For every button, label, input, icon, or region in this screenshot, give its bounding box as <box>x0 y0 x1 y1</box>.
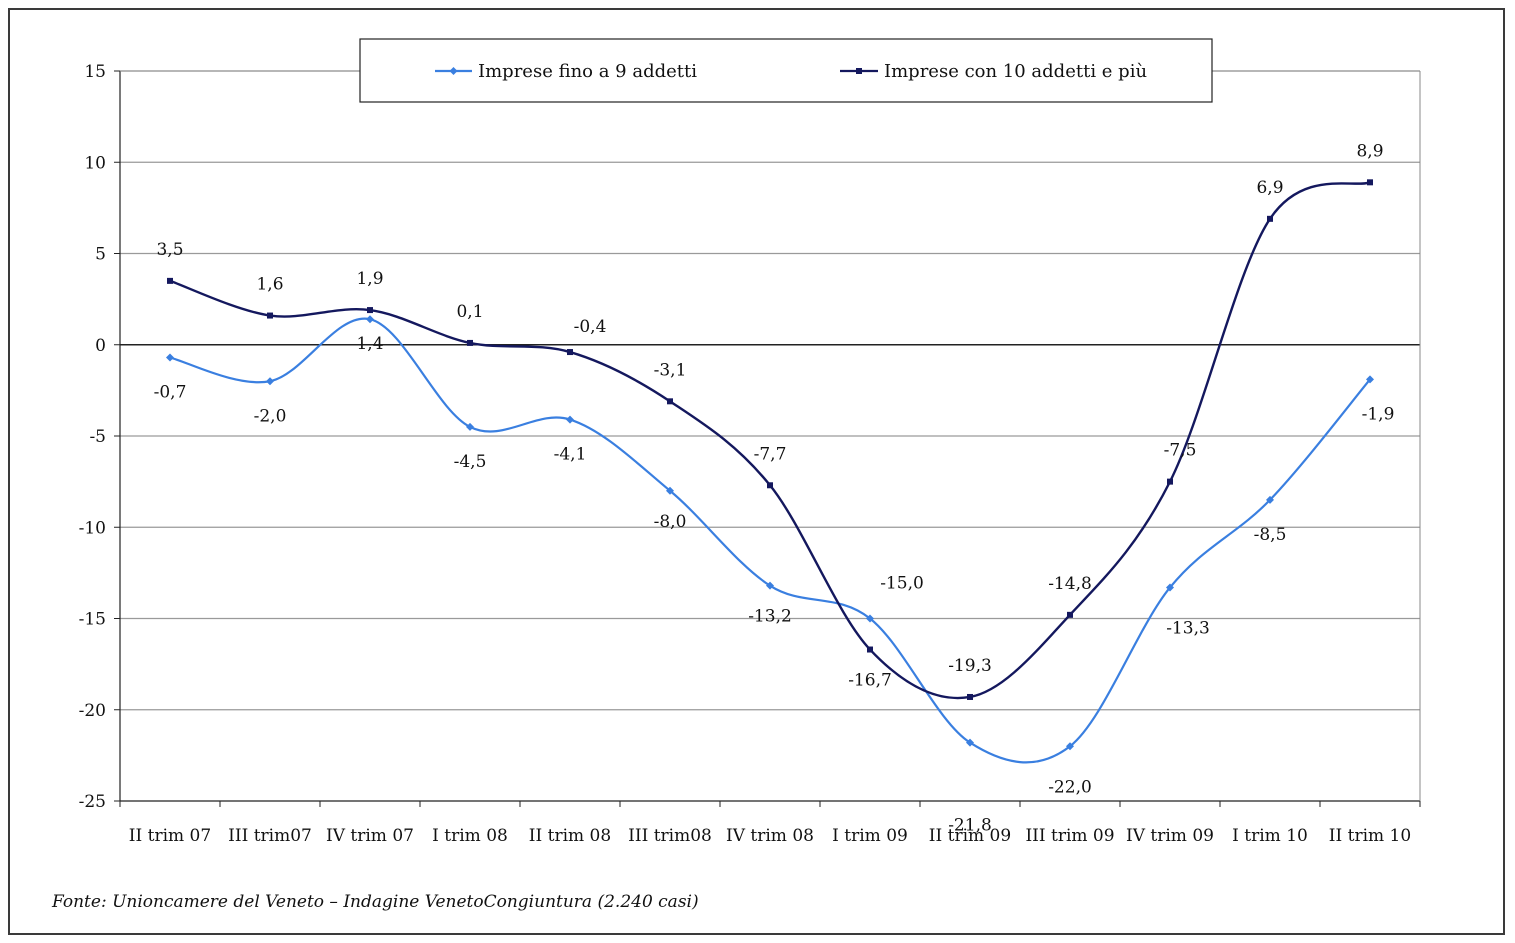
data-point <box>1167 478 1173 485</box>
y-tick-label: -25 <box>79 792 106 812</box>
data-point <box>666 486 674 495</box>
data-point <box>1367 179 1373 186</box>
data-labels: -0,7 -2,0 1,4 -4,5 -4,1 -8,0 -13,2 -15,0 -21,8 -2… <box>154 141 1395 835</box>
legend-marker <box>449 67 458 75</box>
data-label: -22,0 <box>1048 777 1092 797</box>
data-point <box>266 377 274 386</box>
x-tick-label: I trim 08 <box>432 826 508 846</box>
data-label: -7,5 <box>1164 441 1197 461</box>
x-tick-label: III trim08 <box>628 826 712 846</box>
data-label: -13,3 <box>1166 618 1210 638</box>
x-tick-label: II trim 07 <box>129 826 211 846</box>
data-point <box>367 307 373 314</box>
data-label: -2,0 <box>254 406 287 426</box>
data-label: -8,5 <box>1254 525 1287 545</box>
x-tick-label: II trim 10 <box>1329 826 1411 846</box>
axes: 15 10 5 0 -5 -10 -15 -20 -25 II trim 07 III trim07… <box>79 62 1421 846</box>
data-point <box>1366 375 1374 384</box>
data-label: 1,4 <box>356 334 383 354</box>
data-label: -21,8 <box>948 816 992 836</box>
data-point <box>966 738 974 747</box>
legend-label-2: Imprese con 10 addetti e più <box>884 61 1147 82</box>
data-point <box>167 277 173 284</box>
data-point <box>467 339 473 346</box>
data-label: 3,5 <box>156 240 183 260</box>
x-tick-label: IV trim 09 <box>1126 826 1214 846</box>
x-tick-label: III trim 09 <box>1025 826 1114 846</box>
data-point <box>866 614 874 623</box>
data-label: -0,4 <box>574 317 607 337</box>
y-tick-label: 0 <box>95 336 106 356</box>
data-point <box>166 353 174 362</box>
data-point <box>1266 495 1274 504</box>
x-tick-label: IV trim 07 <box>326 826 414 846</box>
data-label: -7,7 <box>754 444 787 464</box>
x-tick-label: III trim07 <box>228 826 312 846</box>
data-label: -15,0 <box>880 574 924 594</box>
data-label: -3,1 <box>654 360 687 380</box>
data-label: 1,6 <box>256 275 283 295</box>
y-tick-label: 10 <box>84 153 106 173</box>
data-point <box>667 398 673 405</box>
data-point <box>267 312 273 319</box>
data-label: -13,2 <box>748 607 792 627</box>
data-point <box>566 415 574 424</box>
data-label: -4,1 <box>554 445 587 465</box>
data-label: -8,0 <box>654 512 687 532</box>
x-tick-label: II trim 08 <box>529 826 611 846</box>
data-point <box>1066 742 1074 751</box>
data-label: 1,9 <box>356 269 383 289</box>
data-label: -16,7 <box>848 671 892 691</box>
data-point <box>967 693 973 700</box>
data-label: -1,9 <box>1362 404 1395 424</box>
data-point <box>567 349 573 356</box>
data-label: 8,9 <box>1356 141 1383 161</box>
data-point <box>867 646 873 653</box>
y-tick-label: -15 <box>79 610 106 630</box>
y-tick-label: -10 <box>79 518 106 538</box>
legend-label-1: Imprese fino a 9 addetti <box>478 61 697 82</box>
y-tick-label: 5 <box>95 245 106 265</box>
data-point <box>1067 611 1073 618</box>
y-tick-label: -5 <box>89 427 106 447</box>
series-line-1 <box>169 317 1371 764</box>
x-tick-label: I trim 09 <box>832 826 908 846</box>
x-tick-label: I trim 10 <box>1232 826 1308 846</box>
data-label: -19,3 <box>948 656 992 676</box>
data-point <box>1166 583 1174 592</box>
data-label: 6,9 <box>1256 178 1283 198</box>
legend-box <box>359 38 1213 103</box>
data-label: -14,8 <box>1048 574 1092 594</box>
legend: Imprese fino a 9 addetti Imprese con 10 a… <box>359 38 1213 103</box>
legend-marker <box>856 68 862 74</box>
y-tick-label: 15 <box>84 62 106 82</box>
data-point <box>366 315 374 324</box>
x-tick-label: IV trim 08 <box>726 826 814 846</box>
data-point <box>767 482 773 489</box>
source-note: Fonte: Unioncamere del Veneto – Indagine… <box>52 892 699 912</box>
x-tick-label: II trim 09 <box>929 826 1011 846</box>
series-group <box>166 179 1374 764</box>
data-point <box>466 422 474 431</box>
y-tick-label: -20 <box>79 701 106 721</box>
data-point <box>766 581 774 590</box>
series-line-2 <box>169 181 1371 700</box>
data-label: 0,1 <box>456 302 483 322</box>
data-label: -4,5 <box>454 452 487 472</box>
data-point <box>1267 215 1273 222</box>
chart-frame <box>8 8 1505 935</box>
data-label: -0,7 <box>154 383 187 403</box>
